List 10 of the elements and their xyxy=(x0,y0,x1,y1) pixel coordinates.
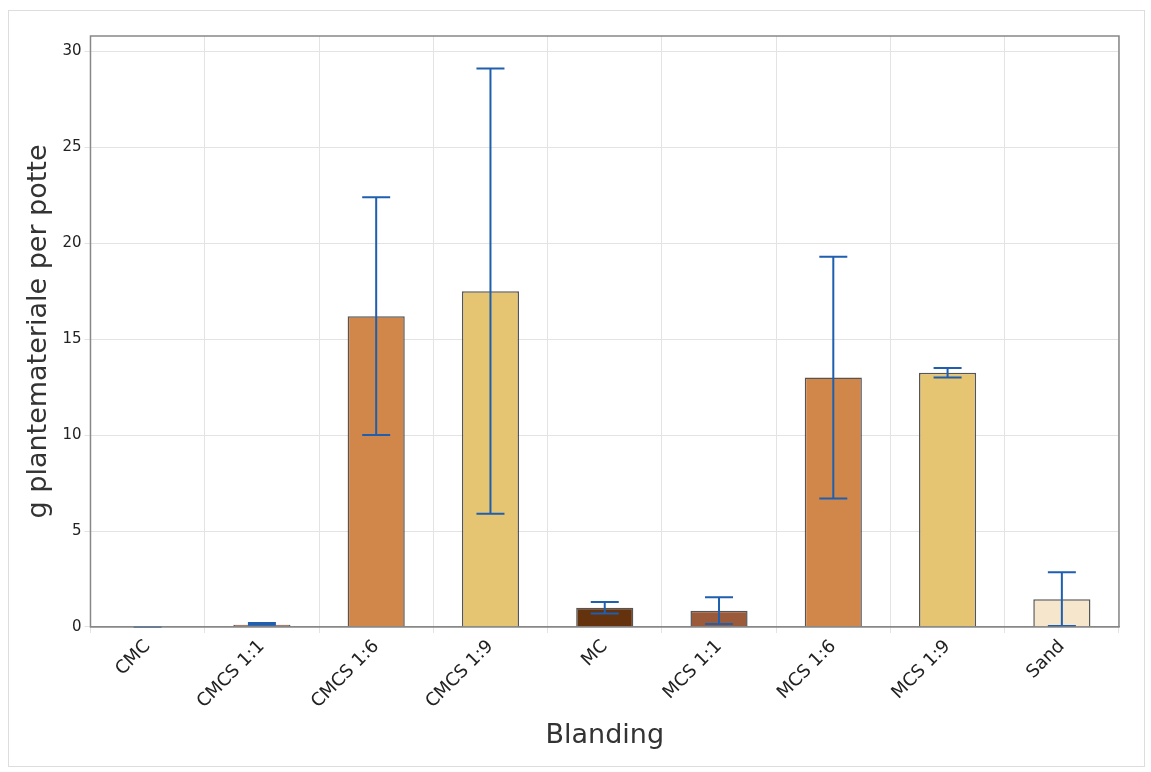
y-tick-label: 5 xyxy=(71,520,82,539)
y-tick-label: 20 xyxy=(62,233,82,252)
y-tick-label: 0 xyxy=(71,616,82,635)
x-axis-title: Blanding xyxy=(545,717,665,749)
y-tick-label: 25 xyxy=(62,137,82,156)
x-tick-label: MC xyxy=(576,634,611,670)
y-tick-label: 10 xyxy=(62,424,82,443)
y-axis-title: g plantemateriale per potte xyxy=(21,144,53,519)
y-tick-label: 15 xyxy=(62,329,82,348)
y-tick-label: 30 xyxy=(62,41,82,60)
